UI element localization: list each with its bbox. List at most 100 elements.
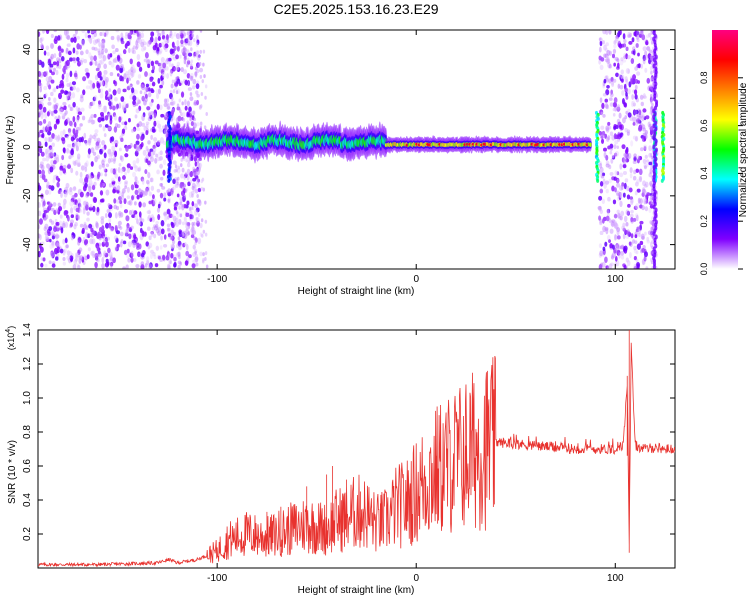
spectrogram-cell xyxy=(108,60,112,66)
spectrogram-cell xyxy=(44,141,48,148)
spectrogram-cell xyxy=(196,99,200,106)
spectrogram-cell xyxy=(117,224,121,229)
spectrogram-cell xyxy=(652,231,656,237)
spectrogram-cell xyxy=(170,229,175,236)
spectrogram-cell xyxy=(602,178,606,185)
spectrogram-cell xyxy=(116,73,120,77)
spectrogram-cell xyxy=(136,157,140,164)
spectrogram-cell xyxy=(619,59,624,66)
spectrogram-cell xyxy=(40,113,44,120)
spectrogram-cell xyxy=(63,248,67,253)
spectrogram-cell xyxy=(175,33,180,40)
spectrogram-cell xyxy=(180,112,183,117)
y-tick-label: -20 xyxy=(22,188,33,203)
spectrogram-cell xyxy=(150,151,154,158)
spectrogram-cell xyxy=(94,175,98,181)
spectrogram-cell xyxy=(151,81,156,87)
spectrogram-cell xyxy=(613,40,617,45)
spectrogram-cell xyxy=(72,101,76,108)
spectrogram-cell xyxy=(53,109,58,114)
spectrogram-cell xyxy=(115,103,119,110)
spectrogram-cell xyxy=(87,37,92,42)
spectrogram-cell xyxy=(46,201,51,205)
spectrogram-cell xyxy=(99,92,104,99)
spectrogram-cell xyxy=(184,260,189,266)
y-tick-label: 1.4 xyxy=(22,323,33,337)
spectrogram-cell xyxy=(156,188,161,193)
spectrogram-cell xyxy=(619,163,623,170)
spectrogram-cell xyxy=(618,73,621,78)
spectrogram-cell xyxy=(196,69,200,73)
spectrogram-cell xyxy=(602,40,605,45)
spectrogram-cell xyxy=(183,32,187,37)
spectrogram-cell xyxy=(144,86,148,92)
spectrogram-cell xyxy=(621,78,624,83)
spectrogram-cell xyxy=(204,200,207,205)
spectrogram-cell xyxy=(116,124,121,129)
spectrogram-cell xyxy=(629,252,632,259)
spectrogram-cell xyxy=(133,89,138,95)
spectrogram-cell xyxy=(155,224,159,229)
spectrogram-cell xyxy=(194,71,198,76)
spectrogram-cell xyxy=(643,146,647,151)
spectrogram-cell xyxy=(204,232,208,237)
spectrogram-cell xyxy=(166,263,171,269)
spectrogram-cell xyxy=(78,126,82,131)
spectrogram-cell xyxy=(92,251,96,256)
spectrogram-cell xyxy=(102,125,106,132)
spectrogram-cell xyxy=(73,224,77,230)
spectrogram-cell xyxy=(612,244,615,250)
spectrogram-cell xyxy=(91,184,96,191)
spectrogram-cell xyxy=(149,156,155,163)
spectrogram-cell xyxy=(157,226,162,232)
spectrogram-cell xyxy=(607,265,611,269)
spectrogram-cell xyxy=(163,212,168,216)
spectrogram-cell xyxy=(38,31,41,37)
spectrogram-cell xyxy=(167,178,171,183)
spectrogram-cell xyxy=(605,89,610,96)
spectrogram-cell xyxy=(124,171,127,176)
spectrogram-cell xyxy=(62,257,66,261)
spectrogram-cell xyxy=(62,220,66,227)
spectrogram-cell xyxy=(75,141,78,147)
spectrogram-cell xyxy=(627,112,632,118)
spectrogram-cell xyxy=(120,194,125,201)
spectrogram-cell xyxy=(158,151,162,156)
spectrogram-cell xyxy=(605,42,609,47)
spectrogram-cell xyxy=(50,91,54,97)
spectrogram-cell xyxy=(58,220,63,226)
spectrogram-cell xyxy=(186,175,190,181)
spectrogram-cell xyxy=(176,39,180,46)
spectrogram-cell xyxy=(130,240,135,245)
spectrogram-cell xyxy=(632,175,637,181)
spectrogram-cell xyxy=(598,46,602,53)
spectrogram-cell xyxy=(145,124,149,129)
spectrogram-cell xyxy=(109,53,113,58)
spectrogram-cell xyxy=(104,115,109,121)
spectrogram-cell xyxy=(121,188,126,194)
spectrogram-cell xyxy=(614,256,618,262)
spectrogram-cell xyxy=(183,217,187,223)
spectrogram-cell xyxy=(52,104,57,111)
spectrogram-cell xyxy=(204,84,208,89)
spectrogram-cell xyxy=(156,50,160,56)
spectrogram-cell xyxy=(197,178,200,183)
spectrogram-cell xyxy=(605,30,609,35)
spectrogram-cell xyxy=(108,258,113,263)
spectrogram-cell xyxy=(78,247,83,253)
spectrogram-cell xyxy=(70,136,75,142)
spectrogram-cell xyxy=(601,172,606,177)
spectrogram-cell xyxy=(604,226,609,231)
spectrogram-cell xyxy=(73,259,77,266)
spectrogram-cell xyxy=(136,97,140,103)
spectrogram-cell xyxy=(64,244,69,249)
spectrogram-cell xyxy=(641,235,645,240)
spectrogram-cell xyxy=(112,158,116,164)
spectrogram-cell xyxy=(178,82,182,86)
y-tick-label: 1.2 xyxy=(22,357,33,371)
spectrogram-cell xyxy=(74,159,78,165)
y-tick-label: 1.0 xyxy=(22,391,33,405)
spectrogram-cell xyxy=(82,200,87,206)
spectrogram-cell xyxy=(614,170,618,176)
spectrogram-cell xyxy=(38,223,41,230)
